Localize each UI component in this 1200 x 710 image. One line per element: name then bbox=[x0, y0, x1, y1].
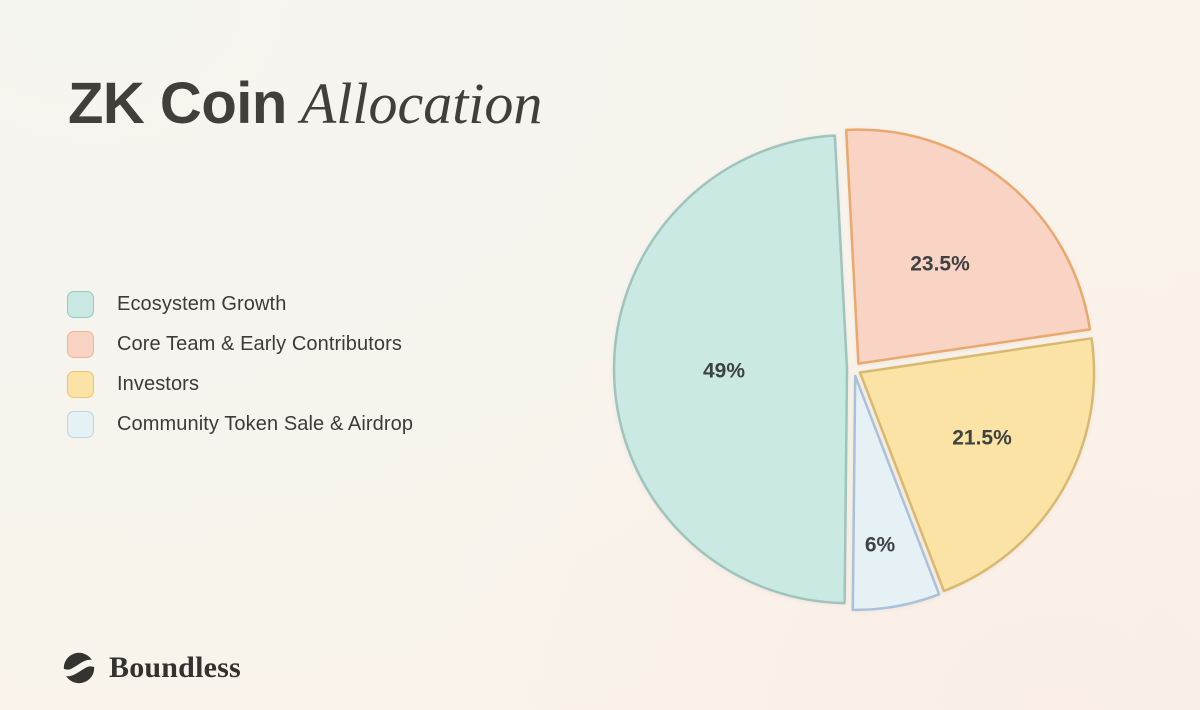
legend-label-0: Ecosystem Growth bbox=[117, 293, 287, 315]
pie-slice-label-1: 23.5% bbox=[910, 253, 970, 276]
pie-slice-label-2: 21.5% bbox=[952, 427, 1012, 450]
brand-name: Boundless bbox=[109, 651, 241, 684]
pie-slice-2 bbox=[858, 337, 1096, 593]
page-title: ZK Coin Allocation bbox=[68, 71, 543, 136]
legend-label-1: Core Team & Early Contributors bbox=[117, 333, 402, 355]
legend-label-3: Community Token Sale & Airdrop bbox=[117, 413, 414, 435]
legend-label-2: Investors bbox=[117, 373, 200, 395]
pie-slice-0 bbox=[612, 134, 849, 605]
pie-slice-1 bbox=[844, 128, 1092, 365]
legend-item-0: Ecosystem Growth bbox=[67, 291, 413, 318]
legend-item-1: Core Team & Early Contributors bbox=[67, 331, 413, 358]
title-main: ZK Coin bbox=[68, 71, 287, 136]
pie-slice-label-0: 49% bbox=[703, 360, 745, 383]
legend-item-3: Community Token Sale & Airdrop bbox=[67, 411, 413, 438]
pie-slice-3 bbox=[851, 374, 941, 612]
chart-legend: Ecosystem Growth Core Team & Early Contri… bbox=[67, 291, 413, 438]
legend-swatch-0 bbox=[67, 291, 94, 318]
legend-swatch-2 bbox=[67, 371, 94, 398]
legend-swatch-3 bbox=[67, 411, 94, 438]
boundless-logo-icon bbox=[60, 652, 98, 684]
brand-footer: Boundless bbox=[60, 649, 241, 687]
legend-item-2: Investors bbox=[67, 371, 413, 398]
legend-swatch-1 bbox=[67, 331, 94, 358]
title-accent: Allocation bbox=[300, 71, 543, 136]
pie-slice-label-3: 6% bbox=[865, 534, 896, 557]
